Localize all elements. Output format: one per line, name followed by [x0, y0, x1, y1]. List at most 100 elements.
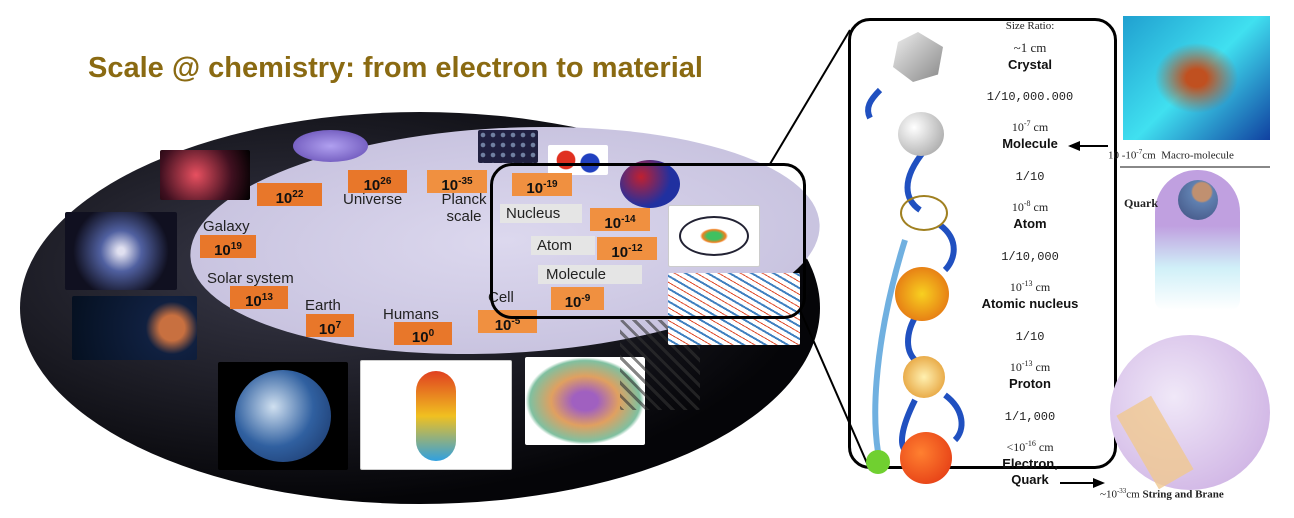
cell-scale: 10-5	[478, 310, 537, 334]
macro-size: 10 -10	[1108, 149, 1137, 162]
electron-icon	[866, 450, 890, 474]
macromolecule-caption: 10 -10-7cm Macro-molecule	[1108, 148, 1234, 162]
slide-title: Scale @ chemistry: from electron to mate…	[88, 52, 703, 84]
nucleus-label: Nucleus	[500, 204, 582, 223]
galaxy-cluster-image	[160, 150, 250, 200]
base: 10	[363, 177, 381, 194]
solar-system-scale: 1013	[230, 286, 288, 310]
molecule-model-image	[548, 145, 608, 175]
base: 10	[564, 294, 582, 311]
base: 10	[275, 190, 293, 207]
base: 10	[1011, 200, 1024, 214]
unit: cm	[1035, 360, 1051, 374]
exponent: -8	[1023, 199, 1031, 208]
unit: cm	[1033, 200, 1049, 214]
unit: cm	[1142, 149, 1156, 162]
exponent: -12	[628, 243, 643, 254]
planck-scale-value: 10-35	[427, 170, 487, 194]
atom-icon	[900, 195, 948, 231]
unit: cm	[1038, 440, 1054, 454]
lattice-image	[478, 130, 538, 163]
proton-label: Proton	[1009, 376, 1051, 391]
base: 10	[1011, 120, 1024, 134]
humans-scale: 100	[394, 322, 452, 346]
quark-side-label: Quark	[1124, 196, 1159, 210]
exponent: -7	[1136, 148, 1143, 156]
exponent: -35	[458, 176, 473, 187]
macro-label: Macro-molecule	[1161, 149, 1234, 162]
exponent: 26	[380, 176, 392, 187]
ratio-nucleus-proton: 1/10	[1015, 330, 1045, 344]
base: 10	[318, 321, 336, 338]
atom-diagram-image	[668, 205, 760, 267]
base: 10	[494, 317, 512, 334]
dna-macromolecule-image	[1123, 16, 1270, 140]
exponent: -13	[1021, 279, 1033, 288]
molecule-label: Molecule	[1002, 136, 1058, 151]
size-ratio-heading: Size Ratio:	[1005, 20, 1055, 32]
molecule-scale: 10-9	[551, 287, 604, 311]
exponent: 13	[261, 292, 273, 303]
exponent: -13	[1021, 359, 1033, 368]
earth-image	[218, 362, 348, 470]
base: 10	[1009, 360, 1022, 374]
proton-size: 10-13 cm	[905, 359, 1155, 375]
exponent: -5	[511, 316, 521, 327]
base: 10	[441, 177, 459, 194]
ratio-proton-electron: 1/1,000	[1004, 410, 1056, 424]
spiral-galaxy-image	[65, 212, 177, 290]
galaxy-label: Galaxy	[203, 218, 250, 235]
unit: cm	[1033, 120, 1049, 134]
electron-label: Electron,	[1002, 456, 1058, 471]
nucleus-icon	[895, 267, 949, 321]
ratio-crystal-molecule: 1/10,000.000	[986, 90, 1074, 104]
exponent: -14	[621, 214, 636, 225]
nucleus-scale: 10-14	[590, 208, 650, 232]
proton-icon	[903, 356, 945, 398]
exponent: -33	[1116, 487, 1127, 495]
quark-icon	[900, 432, 952, 484]
base: 10	[411, 329, 429, 346]
exponent: -16	[1025, 439, 1036, 448]
quark-spheres-icon	[1178, 180, 1218, 220]
unit: cm	[1126, 488, 1140, 501]
universe-label: Universe	[343, 191, 403, 208]
size-ratio-panel	[848, 18, 1117, 469]
atom-label: Atom	[531, 236, 595, 255]
atom-scale: 10-12	[597, 237, 657, 261]
ratio-atom-nucleus: 1/10,000	[1001, 250, 1059, 264]
base: 10	[526, 180, 544, 197]
crystal-label: Crystal	[1007, 57, 1053, 72]
galaxy-cluster-scale: 1022	[257, 183, 322, 207]
exponent: 22	[292, 189, 304, 200]
exponent: 0	[428, 328, 435, 339]
planck-label: Planck scale	[441, 191, 487, 225]
base: <10	[1006, 440, 1026, 454]
string-size: ~10	[1100, 488, 1117, 501]
crystal-size: ~1 cm	[1013, 40, 1047, 55]
exponent: 7	[335, 320, 342, 331]
earth-scale: 107	[306, 314, 354, 338]
molecule-size: 10-7 cm	[905, 119, 1155, 135]
exponent: 19	[230, 241, 242, 252]
zoom-region-box	[490, 163, 806, 319]
quark-scale: 10-19	[512, 173, 572, 197]
string-label: String and Brane	[1142, 488, 1224, 501]
molecule-label: Molecule	[538, 265, 642, 284]
universe-scale: 1026	[348, 170, 407, 194]
exponent: -7	[1023, 119, 1031, 128]
base: 10	[245, 293, 262, 310]
unit: cm	[1035, 280, 1051, 294]
quark-label: Quark	[1011, 472, 1049, 487]
atom-label: Atom	[1013, 216, 1047, 231]
ratio-molecule-atom: 1/10	[1015, 170, 1045, 184]
electron-size: <10-16 cm	[905, 439, 1155, 455]
base: 10	[214, 242, 231, 259]
base: 10	[1009, 280, 1022, 294]
nucleus-size: 10-13 cm	[905, 279, 1155, 295]
earth-label: Earth	[305, 297, 341, 314]
human-thermal-image	[360, 360, 512, 470]
nucleus-image	[620, 160, 680, 208]
atom-size: 10-8 cm	[905, 199, 1155, 215]
